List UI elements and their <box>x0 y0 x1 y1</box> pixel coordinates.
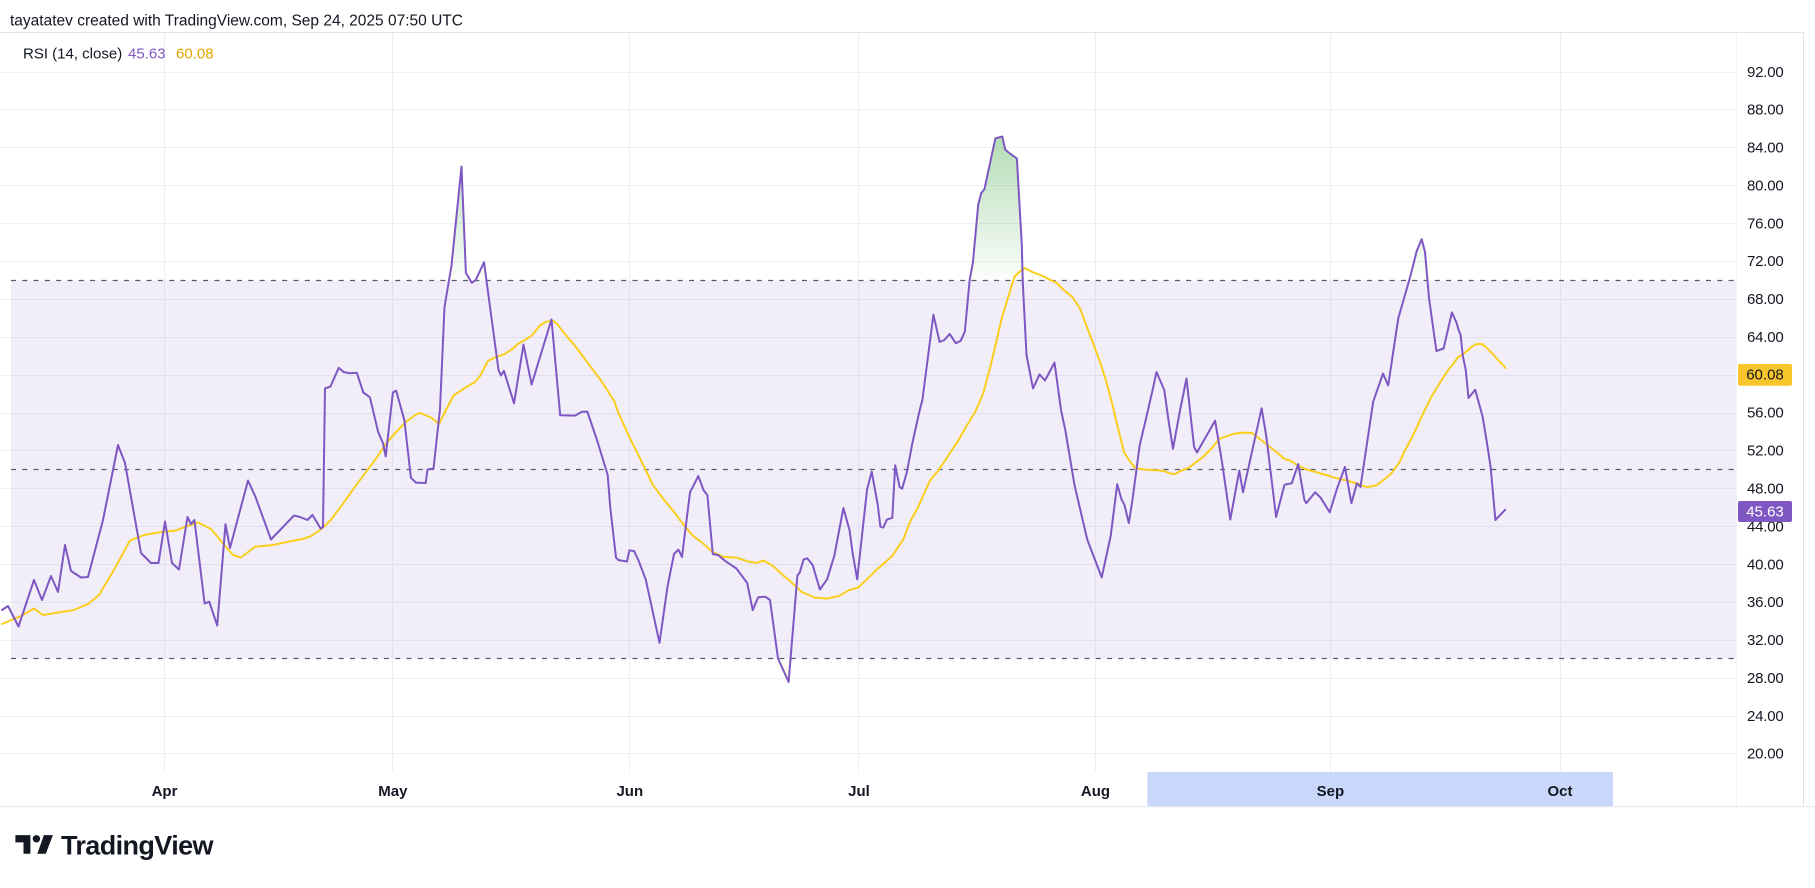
svg-text:84.00: 84.00 <box>1747 140 1784 157</box>
svg-text:92.00: 92.00 <box>1747 64 1784 81</box>
svg-text:RSI (14, close): RSI (14, close) <box>23 46 122 63</box>
svg-text:24.00: 24.00 <box>1747 708 1784 725</box>
svg-text:Jun: Jun <box>616 783 643 800</box>
svg-text:20.00: 20.00 <box>1747 746 1784 763</box>
svg-text:28.00: 28.00 <box>1747 670 1784 687</box>
svg-text:80.00: 80.00 <box>1747 177 1784 194</box>
svg-text:60.08: 60.08 <box>1746 367 1784 384</box>
svg-text:Jul: Jul <box>848 783 870 800</box>
svg-text:48.00: 48.00 <box>1747 481 1784 498</box>
svg-text:TradingView: TradingView <box>61 830 215 860</box>
svg-text:tayatatev created with Trading: tayatatev created with TradingView.com, … <box>10 13 463 30</box>
svg-text:64.00: 64.00 <box>1747 329 1784 346</box>
svg-text:72.00: 72.00 <box>1747 253 1784 270</box>
svg-text:Sep: Sep <box>1317 783 1345 800</box>
svg-text:76.00: 76.00 <box>1747 215 1784 232</box>
svg-text:36.00: 36.00 <box>1747 594 1784 611</box>
svg-text:Apr: Apr <box>152 783 178 800</box>
svg-text:45.63: 45.63 <box>1746 503 1784 520</box>
svg-text:56.00: 56.00 <box>1747 405 1784 422</box>
svg-text:32.00: 32.00 <box>1747 632 1784 649</box>
svg-text:44.00: 44.00 <box>1747 518 1784 535</box>
svg-text:68.00: 68.00 <box>1747 291 1784 308</box>
svg-text:Oct: Oct <box>1547 783 1572 800</box>
svg-text:60.08: 60.08 <box>176 46 214 63</box>
svg-text:May: May <box>378 783 408 800</box>
svg-text:45.63: 45.63 <box>128 46 166 63</box>
svg-text:40.00: 40.00 <box>1747 556 1784 573</box>
svg-text:52.00: 52.00 <box>1747 443 1784 460</box>
svg-text:88.00: 88.00 <box>1747 102 1784 119</box>
svg-text:Aug: Aug <box>1081 783 1110 800</box>
